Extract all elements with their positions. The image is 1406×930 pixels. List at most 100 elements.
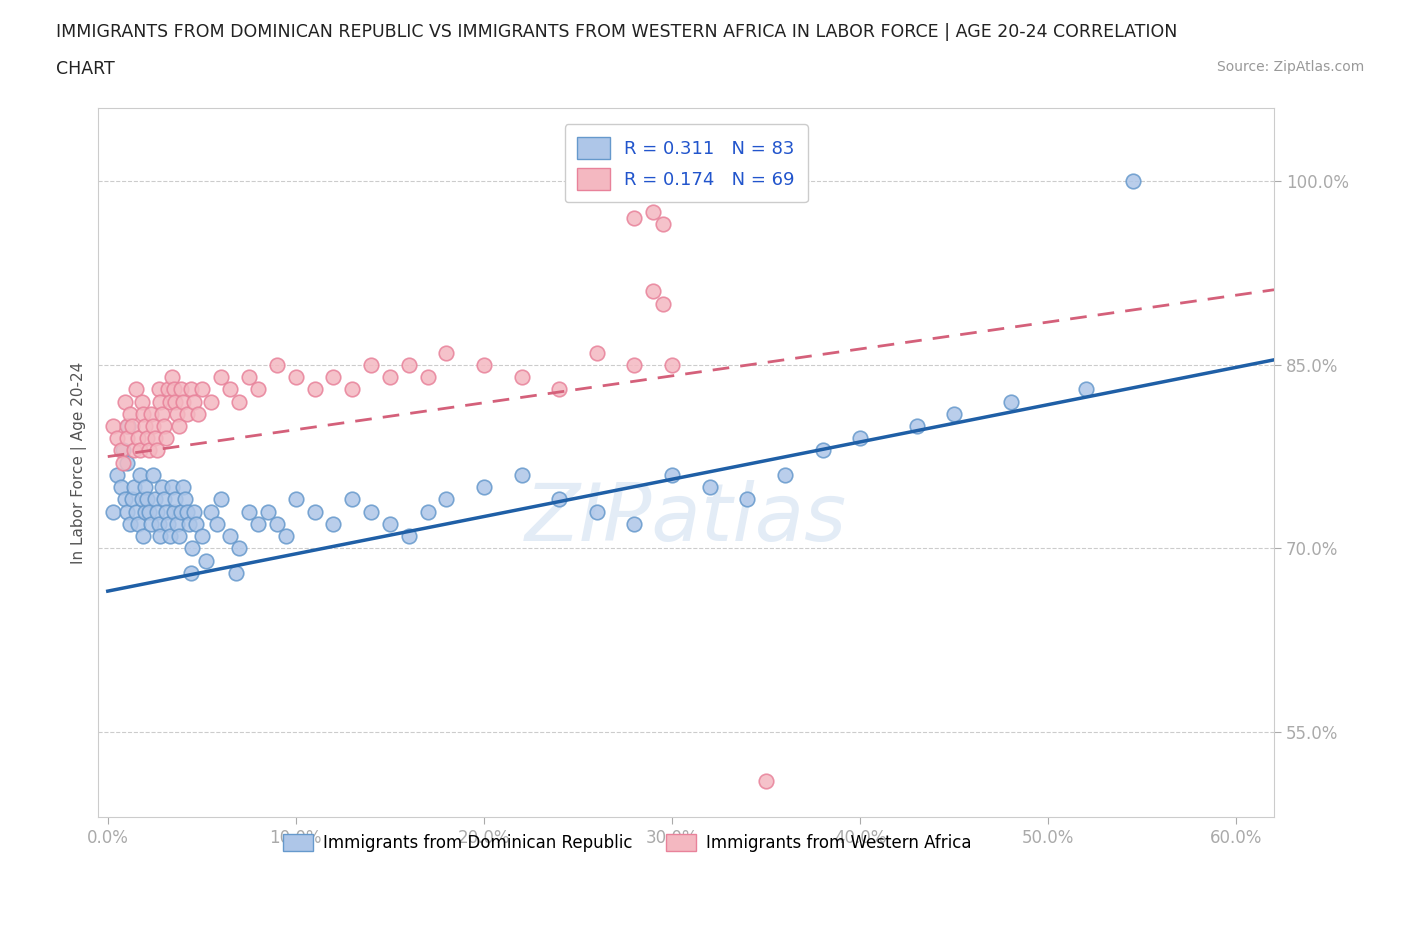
- Point: [1000, 394, 1022, 409]
- Point: [180, 565, 202, 580]
- Point: [191, 528, 214, 543]
- Point: [125, 382, 148, 397]
- Point: [755, 773, 778, 788]
- Point: [200, 504, 222, 519]
- Point: [585, 504, 607, 519]
- Point: [170, 504, 193, 519]
- Point: [132, 528, 155, 543]
- Point: [176, 504, 198, 519]
- Point: [643, 205, 665, 219]
- Point: [115, 418, 138, 433]
- Point: [209, 369, 232, 384]
- Point: [342, 492, 364, 507]
- Point: [166, 406, 188, 421]
- Text: IMMIGRANTS FROM DOMINICAN REPUBLIC VS IMMIGRANTS FROM WESTERN AFRICA IN LABOR FO: IMMIGRANTS FROM DOMINICAN REPUBLIC VS IM…: [56, 23, 1178, 41]
- Point: [105, 468, 128, 483]
- Point: [548, 492, 571, 507]
- Text: CHART: CHART: [56, 60, 115, 78]
- Point: [160, 480, 183, 495]
- Point: [699, 480, 721, 495]
- Point: [117, 418, 139, 433]
- Legend: Immigrants from Dominican Republic, Immigrants from Western Africa: Immigrants from Dominican Republic, Immi…: [277, 827, 979, 858]
- Y-axis label: In Labor Force | Age 20-24: In Labor Force | Age 20-24: [72, 362, 87, 564]
- Point: [111, 443, 134, 458]
- Point: [165, 394, 187, 409]
- Point: [172, 480, 194, 495]
- Point: [183, 394, 205, 409]
- Point: [173, 492, 195, 507]
- Point: [398, 528, 420, 543]
- Point: [360, 504, 382, 519]
- Point: [228, 394, 250, 409]
- Point: [120, 516, 142, 531]
- Point: [131, 394, 153, 409]
- Point: [162, 382, 184, 397]
- Point: [115, 456, 138, 471]
- Text: Source: ZipAtlas.com: Source: ZipAtlas.com: [1216, 60, 1364, 74]
- Point: [148, 516, 170, 531]
- Point: [134, 504, 156, 519]
- Point: [623, 210, 645, 225]
- Point: [434, 492, 457, 507]
- Text: ZIPatlas: ZIPatlas: [524, 481, 848, 558]
- Point: [153, 492, 176, 507]
- Point: [342, 382, 364, 397]
- Point: [510, 468, 533, 483]
- Point: [172, 394, 194, 409]
- Point: [143, 492, 166, 507]
- Point: [737, 492, 759, 507]
- Point: [156, 516, 179, 531]
- Point: [165, 492, 187, 507]
- Point: [191, 382, 214, 397]
- Point: [194, 553, 217, 568]
- Point: [225, 565, 247, 580]
- Point: [134, 418, 156, 433]
- Point: [266, 516, 288, 531]
- Point: [131, 492, 153, 507]
- Point: [623, 516, 645, 531]
- Point: [181, 541, 204, 556]
- Point: [238, 369, 260, 384]
- Point: [127, 516, 149, 531]
- Point: [142, 468, 165, 483]
- Point: [180, 382, 202, 397]
- Point: [145, 504, 167, 519]
- Point: [238, 504, 260, 519]
- Point: [138, 443, 160, 458]
- Point: [304, 504, 326, 519]
- Point: [155, 504, 177, 519]
- Point: [114, 492, 136, 507]
- Point: [510, 369, 533, 384]
- Point: [284, 492, 307, 507]
- Point: [136, 492, 159, 507]
- Point: [1074, 382, 1097, 397]
- Point: [121, 492, 143, 507]
- Point: [200, 394, 222, 409]
- Point: [416, 504, 439, 519]
- Point: [143, 431, 166, 445]
- Point: [110, 443, 132, 458]
- Point: [125, 504, 148, 519]
- Point: [661, 357, 683, 372]
- Point: [256, 504, 278, 519]
- Point: [115, 504, 138, 519]
- Point: [160, 369, 183, 384]
- Point: [136, 431, 159, 445]
- Point: [149, 394, 172, 409]
- Point: [166, 516, 188, 531]
- Point: [266, 357, 288, 372]
- Point: [128, 468, 150, 483]
- Point: [103, 418, 125, 433]
- Point: [162, 504, 184, 519]
- Point: [145, 443, 167, 458]
- Point: [153, 418, 176, 433]
- Point: [115, 431, 138, 445]
- Point: [585, 345, 607, 360]
- Point: [183, 504, 205, 519]
- Point: [773, 468, 796, 483]
- Point: [905, 418, 928, 433]
- Point: [150, 480, 173, 495]
- Point: [378, 369, 401, 384]
- Point: [149, 528, 172, 543]
- Point: [167, 418, 190, 433]
